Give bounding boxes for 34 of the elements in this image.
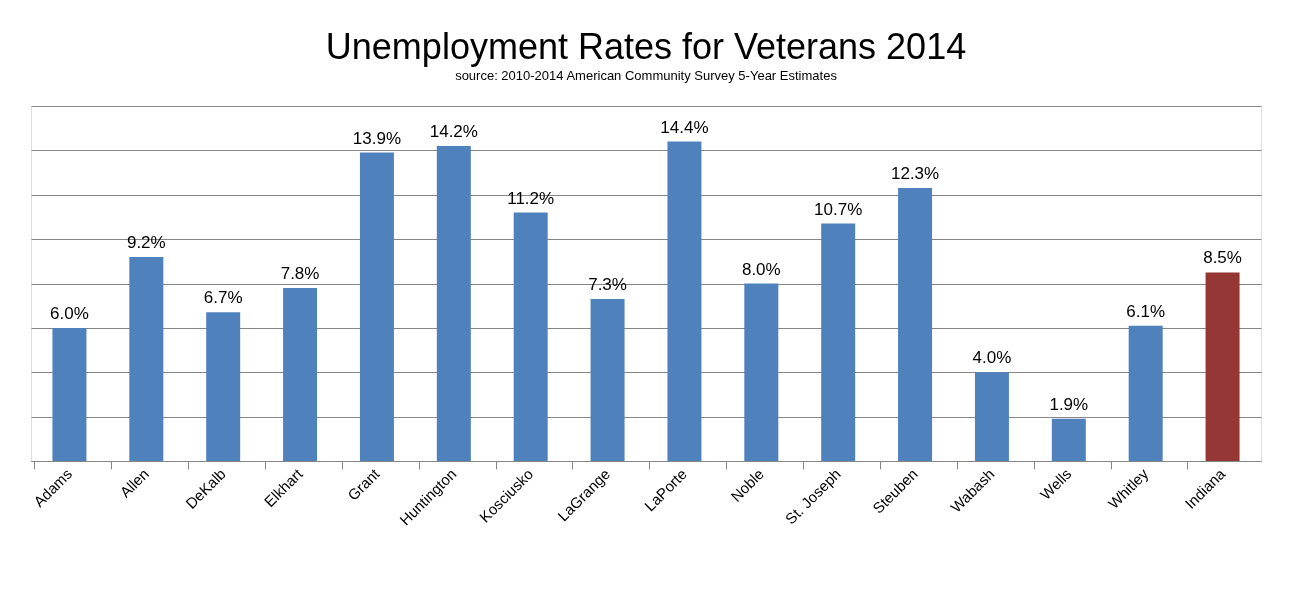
bar	[821, 223, 856, 461]
data-label: 4.0%	[972, 348, 1012, 368]
data-label: 8.0%	[741, 259, 781, 279]
bar	[52, 327, 87, 461]
bar	[1128, 325, 1163, 461]
data-label: 6.0%	[50, 303, 89, 323]
bar	[590, 299, 625, 461]
data-label: 14.4%	[660, 117, 709, 137]
bar	[129, 256, 164, 461]
data-label: 6.1%	[1126, 301, 1166, 321]
data-label: 1.9%	[1049, 394, 1089, 414]
chart-subtitle: source: 2010-2014 American Community Survey 5-Year Estimates	[455, 68, 838, 83]
data-label: 13.9%	[352, 128, 402, 148]
bar	[1051, 418, 1086, 461]
data-label: 7.8%	[280, 263, 320, 283]
data-label: 14.2%	[429, 121, 478, 141]
bar	[1205, 272, 1240, 461]
bar	[436, 145, 471, 461]
data-label: 12.3%	[890, 164, 940, 184]
bar	[359, 152, 394, 461]
data-label: 7.3%	[588, 275, 627, 295]
bar	[974, 372, 1009, 461]
data-label: 11.2%	[507, 188, 555, 208]
data-label: 10.7%	[814, 199, 863, 219]
chart-title: Unemployment Rates for Veterans 2014	[325, 26, 967, 67]
bar	[283, 287, 318, 461]
data-label: 8.5%	[1203, 248, 1242, 268]
data-label: 9.2%	[126, 232, 166, 252]
bar	[206, 312, 241, 461]
bar	[513, 212, 548, 461]
bar	[898, 188, 933, 461]
data-label: 6.7%	[203, 288, 243, 308]
bar	[667, 141, 702, 461]
bar	[744, 283, 779, 461]
